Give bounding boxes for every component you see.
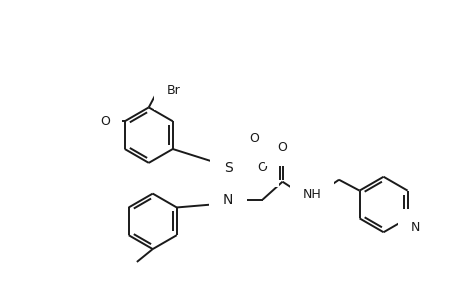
Text: O: O xyxy=(100,115,110,128)
Text: O: O xyxy=(277,141,287,154)
Text: O: O xyxy=(256,161,266,174)
Text: N: N xyxy=(410,221,419,234)
Text: S: S xyxy=(223,161,232,175)
Text: O: O xyxy=(248,132,258,145)
Text: NH: NH xyxy=(302,188,321,201)
Text: N: N xyxy=(222,193,233,206)
Text: Br: Br xyxy=(166,84,180,97)
